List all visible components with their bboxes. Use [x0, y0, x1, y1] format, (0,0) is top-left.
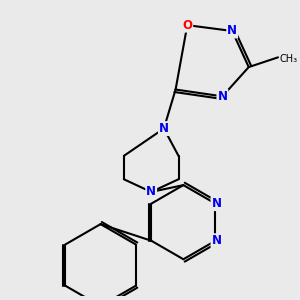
Text: N: N [146, 185, 156, 198]
Text: N: N [159, 122, 169, 135]
Text: N: N [212, 197, 221, 210]
Text: N: N [227, 25, 237, 38]
Text: CH₃: CH₃ [280, 54, 298, 64]
Text: O: O [182, 19, 192, 32]
Text: N: N [212, 234, 221, 247]
Text: N: N [218, 90, 227, 103]
